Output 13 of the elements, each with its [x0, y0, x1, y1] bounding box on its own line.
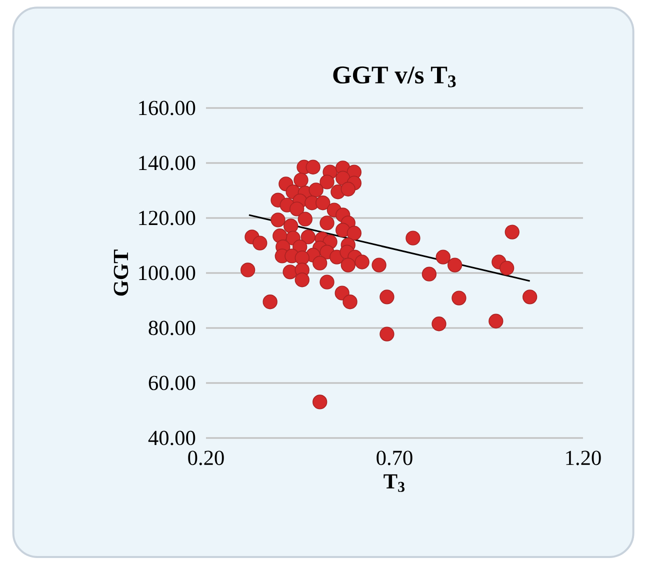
x-tick-label: 0.20 — [188, 450, 224, 466]
y-axis-title: GGT — [114, 250, 128, 296]
y-tick-label: 100.00 — [139, 266, 196, 280]
y-tick-label: 120.00 — [139, 210, 196, 226]
y-tick-label: 160.00 — [139, 100, 196, 116]
x-axis-title: T$_{3}$ — [384, 474, 405, 492]
x-tick-label: 0.70 — [376, 450, 412, 466]
y-tick-label: 60.00 — [148, 376, 196, 390]
chart-title: GGT v/s T$_{3}$ — [333, 66, 456, 88]
y-tick-label: 140.00 — [139, 156, 196, 170]
y-tick-label: 40.00 — [148, 430, 196, 446]
y-tick-label: 80.00 — [148, 320, 196, 336]
x-tick-label: 1.20 — [566, 450, 601, 466]
